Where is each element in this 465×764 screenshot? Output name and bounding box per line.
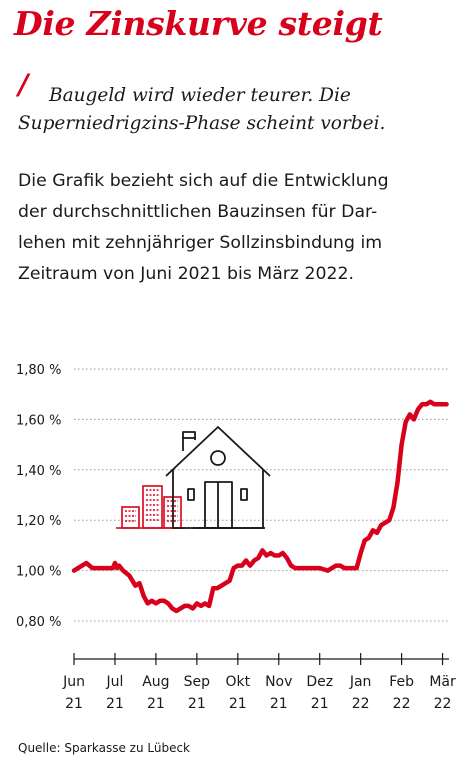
x-tick-label-month: Aug (142, 674, 169, 690)
y-axis-labels: 0,80 % 1,00 % 1,20 % 1,40 % 1,60 % 1,80 % (16, 363, 61, 630)
x-tick-label-year: 21 (106, 696, 124, 712)
description-line-3: lehen mit zehnjähriger Sollzinsbindung i… (18, 233, 383, 253)
x-tick-label-year: 22 (393, 696, 411, 712)
source-note: Quelle: Sparkasse zu Lübeck (18, 741, 191, 755)
description-line-2: der durchschnittlichen Bauzinsen für Dar… (18, 202, 378, 222)
x-tick-label-month: Jan (349, 674, 372, 690)
x-tick-label-month: Sep (184, 674, 211, 690)
x-tick-label-month: Nov (265, 674, 292, 690)
x-tick-label-month: Feb (389, 674, 414, 690)
x-tick-label-month: Mär (429, 674, 456, 690)
y-tick-label: 1,20 % (16, 514, 61, 529)
x-tick-label-month: Jun (62, 674, 85, 690)
apartment-building-icon (116, 485, 186, 529)
x-tick-label-month: Dez (306, 674, 333, 690)
x-tick-label-month: Jul (105, 674, 123, 690)
y-tick-label: 0,80 % (16, 615, 61, 630)
x-axis: Jun 21 Jul 21 Aug 21 Sep 21 Okt 21 Nov 21 Dez 21 Jan 22… (62, 653, 456, 712)
x-tick-label-month: Okt (225, 674, 250, 690)
y-tick-label: 1,40 % (16, 464, 61, 479)
y-tick-label: 1,00 % (16, 565, 61, 580)
y-tick-label: 1,80 % (16, 363, 61, 378)
description: Die Grafik bezieht sich auf die Entwickl… (18, 166, 458, 290)
y-tick-label: 1,60 % (16, 413, 61, 428)
page-title: Die Zinskurve steigt (14, 4, 383, 43)
subtitle-line-2: Superniedrigzins-Phase scheint vorbei. (18, 113, 386, 134)
x-tick-label-year: 22 (434, 696, 452, 712)
description-line-4: Zeitraum von Juni 2021 bis März 2022. (18, 264, 354, 284)
subtitle-line-1: Baugeld wird wieder teurer. Die (49, 85, 351, 106)
x-tick-label-year: 21 (270, 696, 288, 712)
description-line-1: Die Grafik bezieht sich auf die Entwickl… (18, 171, 389, 191)
grid-lines (74, 368, 449, 622)
house-icon (165, 426, 271, 529)
x-tick-label-year: 21 (229, 696, 247, 712)
x-tick-label-year: 22 (352, 696, 370, 712)
x-tick-label-year: 21 (65, 696, 83, 712)
subtitle: Baugeld wird wieder teurer. Die Supernie… (18, 82, 458, 138)
x-tick-label-year: 21 (147, 696, 165, 712)
slash-mark: / (18, 68, 29, 101)
series-line (71, 399, 449, 614)
x-tick-label-year: 21 (311, 696, 329, 712)
x-tick-label-year: 21 (188, 696, 206, 712)
